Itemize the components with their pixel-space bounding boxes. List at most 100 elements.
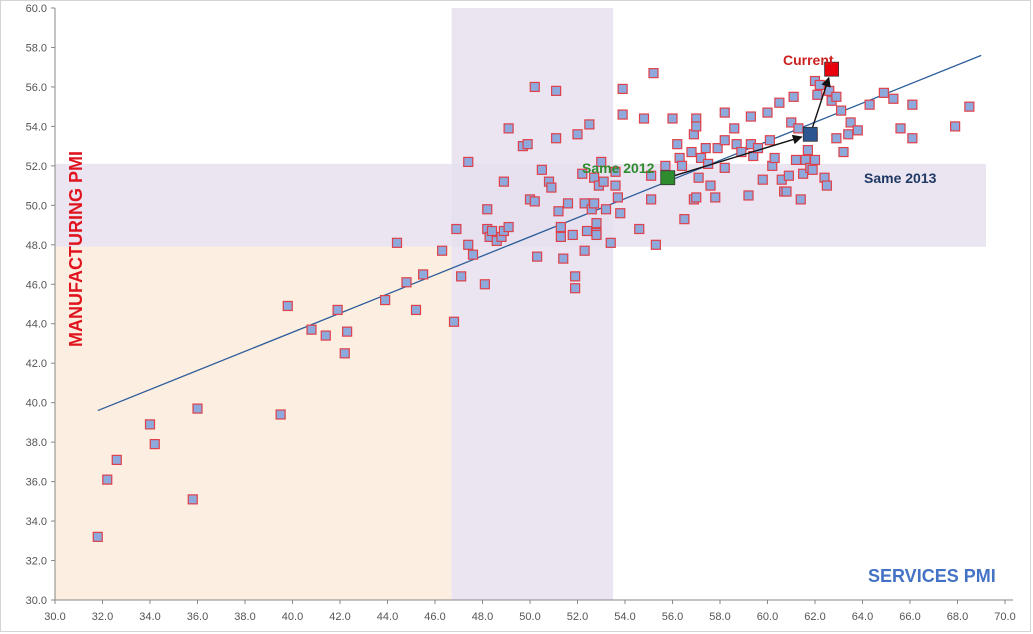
data-point bbox=[581, 225, 593, 237]
data-point bbox=[418, 269, 429, 280]
data-point bbox=[591, 229, 602, 241]
y-axis-title: MANUFACTURING PMI bbox=[66, 151, 86, 347]
data-point bbox=[705, 180, 716, 191]
data-point bbox=[745, 111, 756, 122]
data-point bbox=[650, 239, 661, 250]
data-point bbox=[584, 119, 595, 130]
trendline bbox=[97, 54, 982, 412]
highlight-point-same-2012 bbox=[660, 170, 676, 186]
data-point bbox=[712, 143, 723, 154]
data-point bbox=[577, 168, 588, 179]
data-point bbox=[836, 105, 847, 116]
data-point bbox=[570, 271, 581, 282]
x-tick-label: 44.0 bbox=[377, 611, 398, 623]
y-tick-label: 30.0 bbox=[26, 595, 47, 607]
y-tick-label: 36.0 bbox=[26, 477, 47, 489]
y-tick-label: 34.0 bbox=[26, 516, 47, 528]
data-points bbox=[92, 68, 975, 542]
data-point bbox=[812, 89, 823, 100]
y-tick-label: 46.0 bbox=[26, 279, 47, 291]
data-point bbox=[437, 245, 448, 256]
data-point bbox=[275, 409, 286, 420]
y-tick-label: 54.0 bbox=[26, 121, 47, 133]
data-point bbox=[282, 300, 293, 312]
x-tick-label: 68.0 bbox=[947, 611, 968, 623]
x-tick-label: 50.0 bbox=[519, 611, 540, 623]
data-point bbox=[845, 117, 856, 128]
y-tick-label: 40.0 bbox=[26, 398, 47, 410]
data-point bbox=[380, 294, 391, 306]
data-point bbox=[553, 206, 564, 217]
data-point bbox=[774, 97, 785, 108]
data-point bbox=[786, 117, 797, 128]
x-tick-label: 66.0 bbox=[899, 611, 920, 623]
y-tick-label: 58.0 bbox=[26, 42, 47, 54]
data-point bbox=[570, 283, 581, 294]
data-point bbox=[92, 531, 103, 542]
data-point bbox=[320, 330, 331, 341]
data-point bbox=[536, 164, 547, 175]
data-point bbox=[809, 154, 821, 166]
x-tick-label: 30.0 bbox=[44, 611, 65, 623]
data-point bbox=[964, 101, 975, 112]
data-point bbox=[888, 93, 899, 104]
x-tick-label: 70.0 bbox=[994, 611, 1015, 623]
data-point bbox=[814, 79, 825, 91]
x-tick-label: 36.0 bbox=[187, 611, 208, 623]
data-point bbox=[144, 419, 156, 430]
data-point bbox=[783, 170, 794, 181]
data-point bbox=[646, 170, 657, 181]
data-point bbox=[821, 180, 832, 191]
data-point bbox=[567, 229, 578, 241]
data-point bbox=[950, 121, 961, 132]
data-point bbox=[790, 154, 802, 166]
data-point bbox=[852, 125, 863, 136]
data-point bbox=[769, 152, 780, 164]
data-point bbox=[693, 172, 704, 183]
y-tick-label: 38.0 bbox=[26, 437, 47, 449]
data-point bbox=[529, 196, 540, 207]
x-tick-label: 42.0 bbox=[329, 611, 350, 623]
data-point bbox=[843, 129, 854, 140]
data-point bbox=[529, 81, 540, 93]
label-current: Current bbox=[783, 52, 834, 68]
x-tick-label: 52.0 bbox=[567, 611, 588, 623]
data-point bbox=[605, 237, 616, 248]
data-point bbox=[522, 139, 533, 150]
x-tick-label: 58.0 bbox=[709, 611, 730, 623]
data-point bbox=[503, 221, 514, 233]
data-point bbox=[676, 160, 688, 171]
trendline-group bbox=[97, 54, 982, 412]
services-contraction-band bbox=[451, 8, 614, 600]
data-point bbox=[795, 194, 806, 205]
label-same-2013: Same 2013 bbox=[864, 170, 937, 186]
highlight-points bbox=[660, 61, 840, 186]
highlight-point-same-2013 bbox=[802, 126, 818, 142]
x-tick-label: 32.0 bbox=[92, 611, 113, 623]
data-point bbox=[729, 123, 740, 134]
y-tick-label: 50.0 bbox=[26, 200, 47, 212]
data-point bbox=[451, 223, 462, 235]
arrows bbox=[667, 76, 831, 179]
data-point bbox=[719, 135, 730, 146]
trajectory-arrow bbox=[809, 76, 831, 135]
data-point bbox=[634, 223, 645, 235]
data-point bbox=[555, 231, 566, 243]
data-point bbox=[617, 83, 628, 95]
data-point bbox=[546, 182, 557, 193]
y-tick-label: 60.0 bbox=[26, 3, 47, 15]
data-point bbox=[864, 99, 875, 110]
data-point bbox=[719, 107, 730, 118]
shaded-regions bbox=[55, 8, 986, 601]
data-point bbox=[648, 68, 659, 79]
data-point bbox=[752, 143, 764, 154]
data-point bbox=[660, 160, 671, 171]
data-point bbox=[686, 146, 697, 158]
data-point bbox=[463, 156, 474, 168]
data-point bbox=[793, 123, 804, 134]
data-point bbox=[306, 324, 317, 335]
x-tick-label: 54.0 bbox=[614, 611, 635, 623]
x-tick-label: 64.0 bbox=[852, 611, 873, 623]
